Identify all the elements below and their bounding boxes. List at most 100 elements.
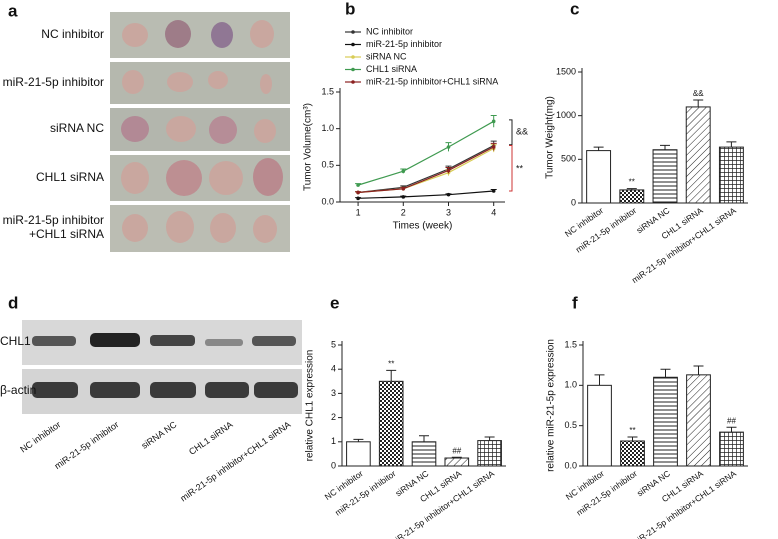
western-blot (22, 320, 302, 414)
x-tick-label: miR-21-5p inhibitor (574, 205, 639, 254)
error-bar (484, 436, 495, 441)
y-tick-label: 1.0 (564, 380, 577, 390)
x-tick-label: 4 (491, 207, 496, 217)
point (446, 192, 451, 197)
x-tick-label: 2 (401, 207, 406, 217)
bar (653, 376, 678, 467)
series-line (357, 120, 494, 186)
error-bar (693, 99, 704, 107)
row-label: miR-21-5p inhibitor +CHL1 siRNA (3, 213, 104, 241)
series-line (358, 147, 494, 194)
bar (444, 457, 470, 467)
bar (685, 106, 711, 204)
annotation: ** (516, 163, 524, 173)
y-tick-label: 0.0 (564, 460, 577, 470)
significance: ## (452, 446, 461, 455)
panel-letter: b (345, 0, 355, 18)
y-tick-label: 1500 (556, 66, 576, 76)
row-label: miR-21-5p inhibitor (3, 75, 104, 89)
row-label: β-actin (0, 383, 36, 397)
point (491, 119, 496, 124)
y-tick-label: 5 (331, 339, 336, 349)
legend-label: miR-21-5p inhibitor (366, 39, 442, 49)
legend-label: miR-21-5p inhibitor+CHL1 siRNA (366, 76, 498, 86)
bar (378, 380, 404, 467)
row-label: NC inhibitor (41, 27, 104, 41)
error-bar (726, 426, 737, 433)
legend-marker (351, 30, 355, 34)
bar (586, 150, 612, 204)
bracket (509, 145, 513, 192)
error-bar (594, 374, 605, 386)
row-label: CHL1 siRNA (36, 170, 104, 184)
error-bar (726, 141, 737, 148)
y-tick-label: 1.5 (564, 339, 577, 349)
bar (619, 189, 645, 204)
error-bar (419, 435, 429, 442)
bar (686, 374, 711, 467)
column-label: CHL1 siRNA (187, 419, 235, 456)
series-line (358, 146, 494, 194)
y-tick-label: 0 (331, 460, 336, 470)
y-axis-label: Tumor Volume(cm³) (303, 103, 314, 191)
bar (719, 431, 744, 467)
series-line (358, 190, 494, 199)
point (446, 168, 451, 173)
y-tick-label: 1000 (556, 110, 576, 120)
x-axis-label: Times (week) (393, 221, 453, 232)
legend-label: CHL1 siRNA (366, 64, 417, 74)
point (491, 189, 496, 193)
x-tick-label: miR-21-5p inhibitor (333, 468, 398, 517)
y-tick-label: 0.5 (321, 160, 334, 170)
column-label: miR-21-5p inhibitor (52, 419, 120, 471)
y-tick-label: 500 (561, 154, 576, 164)
point (491, 145, 496, 149)
bracket (509, 119, 513, 146)
x-tick-label: miR-21-5p inhibitor (574, 468, 639, 517)
legend-marker (351, 80, 355, 84)
bar (587, 384, 612, 467)
bar (411, 441, 437, 467)
significance: ** (388, 360, 394, 369)
point (401, 187, 406, 191)
bar (620, 440, 645, 467)
x-tick-label: 1 (356, 207, 361, 217)
point (401, 169, 406, 173)
annotation: && (516, 127, 528, 137)
panel-letter: d (8, 293, 18, 312)
y-tick-label: 0.0 (321, 196, 334, 206)
significance: ** (629, 178, 635, 187)
error-bar (660, 144, 670, 150)
error-bar (693, 365, 704, 375)
y-tick-label: 3 (331, 388, 336, 398)
error-bar (660, 368, 671, 378)
bar (477, 440, 502, 467)
legend-label: siRNA NC (366, 51, 407, 61)
bar (652, 149, 678, 204)
legend-marker (351, 42, 355, 47)
error-bar (627, 436, 638, 441)
x-tick-label: 3 (446, 207, 451, 217)
panel-letter: c (570, 0, 579, 18)
y-tick-label: 4 (331, 364, 336, 374)
significance: && (693, 89, 704, 98)
point (401, 195, 406, 199)
legend-marker (351, 67, 355, 72)
y-axis-label: Tumor Weight(mg) (545, 96, 556, 179)
point (356, 190, 360, 195)
significance: ** (629, 426, 635, 435)
y-tick-label: 1 (331, 436, 336, 446)
y-tick-label: 0 (571, 197, 576, 207)
legend-marker (351, 55, 355, 59)
row-label: CHL1 (0, 334, 31, 348)
y-tick-label: 1.0 (321, 123, 334, 133)
y-axis-label: relative miR-21-5p expression (546, 339, 557, 472)
column-label: miR-21-5p inhibitor+CHL1 siRNA (178, 419, 292, 503)
error-bar (386, 369, 397, 382)
panel-letter: f (572, 293, 578, 312)
series-line (358, 145, 494, 194)
y-tick-label: 1.5 (321, 86, 334, 96)
row-label: siRNA NC (50, 121, 104, 135)
bar (346, 441, 371, 467)
